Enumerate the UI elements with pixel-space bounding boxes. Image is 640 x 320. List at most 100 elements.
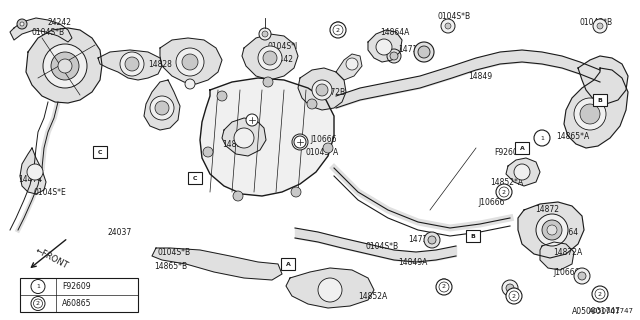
Circle shape	[155, 101, 169, 115]
Polygon shape	[518, 202, 584, 258]
Text: A050001747: A050001747	[589, 308, 634, 314]
Polygon shape	[578, 56, 628, 104]
Text: 22442: 22442	[270, 55, 294, 64]
Circle shape	[182, 54, 198, 70]
Polygon shape	[242, 34, 298, 80]
Text: A: A	[520, 146, 524, 150]
Text: J10666: J10666	[310, 135, 337, 144]
Polygon shape	[298, 68, 346, 110]
Text: 2: 2	[512, 293, 516, 299]
Text: A60865: A60865	[62, 299, 92, 308]
Polygon shape	[368, 30, 402, 62]
Circle shape	[390, 52, 398, 60]
Bar	[466, 230, 480, 242]
Text: 2: 2	[502, 189, 506, 195]
Circle shape	[43, 44, 87, 88]
Polygon shape	[98, 50, 162, 80]
Text: B: B	[470, 234, 476, 238]
Text: 14872: 14872	[535, 205, 559, 214]
Circle shape	[263, 51, 277, 65]
Polygon shape	[564, 68, 628, 148]
Text: 14872A: 14872A	[553, 248, 582, 257]
Text: 1: 1	[540, 135, 544, 140]
Text: J10666: J10666	[553, 268, 579, 277]
Circle shape	[536, 214, 568, 246]
Bar	[281, 258, 295, 270]
Circle shape	[31, 297, 45, 310]
Circle shape	[506, 288, 522, 304]
Circle shape	[574, 268, 590, 284]
Circle shape	[17, 19, 27, 29]
Circle shape	[20, 22, 24, 26]
Text: 2: 2	[336, 28, 340, 33]
Polygon shape	[144, 80, 180, 130]
Circle shape	[376, 39, 392, 55]
Circle shape	[307, 99, 317, 109]
Text: 14896: 14896	[222, 140, 246, 149]
Circle shape	[125, 57, 139, 71]
Text: 14864A: 14864A	[380, 28, 410, 37]
Bar	[20, 278, 138, 312]
Polygon shape	[540, 242, 574, 270]
Bar	[593, 94, 607, 106]
Bar	[515, 142, 529, 154]
Circle shape	[414, 42, 434, 62]
Circle shape	[387, 49, 401, 63]
Circle shape	[439, 282, 449, 292]
Circle shape	[292, 134, 308, 150]
Circle shape	[424, 232, 440, 248]
Circle shape	[51, 52, 79, 80]
Circle shape	[233, 191, 243, 201]
Circle shape	[203, 147, 213, 157]
Circle shape	[259, 28, 271, 40]
Text: 14849A: 14849A	[398, 258, 428, 267]
Text: 0104S*B: 0104S*B	[366, 242, 399, 251]
Circle shape	[234, 128, 254, 148]
Circle shape	[547, 225, 557, 235]
Circle shape	[445, 23, 451, 29]
Text: 0104S*B: 0104S*B	[580, 18, 613, 27]
Circle shape	[514, 164, 530, 180]
Text: 14872B: 14872B	[316, 88, 345, 97]
Text: 0104S*B: 0104S*B	[438, 12, 471, 21]
Circle shape	[436, 279, 452, 295]
Circle shape	[574, 98, 606, 130]
Circle shape	[592, 286, 608, 302]
Circle shape	[318, 278, 342, 302]
Text: 24242: 24242	[48, 18, 72, 27]
Text: 14828: 14828	[148, 60, 172, 69]
Text: C: C	[193, 175, 197, 180]
Circle shape	[31, 279, 45, 293]
Bar	[188, 172, 202, 184]
Circle shape	[499, 187, 509, 197]
Polygon shape	[200, 78, 334, 196]
Text: 0104S*B: 0104S*B	[32, 28, 65, 37]
Text: 14865*B: 14865*B	[154, 262, 187, 271]
Text: 14849: 14849	[468, 72, 492, 81]
Text: 0104S*B: 0104S*B	[158, 248, 191, 257]
Text: B: B	[598, 98, 602, 102]
Polygon shape	[20, 148, 46, 194]
Circle shape	[498, 186, 510, 198]
Circle shape	[27, 164, 43, 180]
Circle shape	[597, 23, 603, 29]
Circle shape	[185, 79, 195, 89]
Circle shape	[258, 46, 282, 70]
Circle shape	[332, 22, 344, 34]
Circle shape	[333, 25, 343, 35]
Circle shape	[438, 279, 450, 291]
Polygon shape	[152, 248, 282, 280]
Text: 14474: 14474	[18, 175, 42, 184]
Polygon shape	[26, 28, 102, 103]
Text: A050001747: A050001747	[572, 307, 621, 316]
Circle shape	[578, 272, 586, 280]
Text: C: C	[98, 149, 102, 155]
Circle shape	[262, 31, 268, 37]
Text: 14719: 14719	[398, 45, 422, 54]
Polygon shape	[506, 158, 540, 186]
Text: 24037: 24037	[108, 228, 132, 237]
Text: 2: 2	[442, 284, 446, 290]
Circle shape	[323, 143, 333, 153]
Circle shape	[263, 77, 273, 87]
Text: 14852*A: 14852*A	[490, 178, 523, 187]
